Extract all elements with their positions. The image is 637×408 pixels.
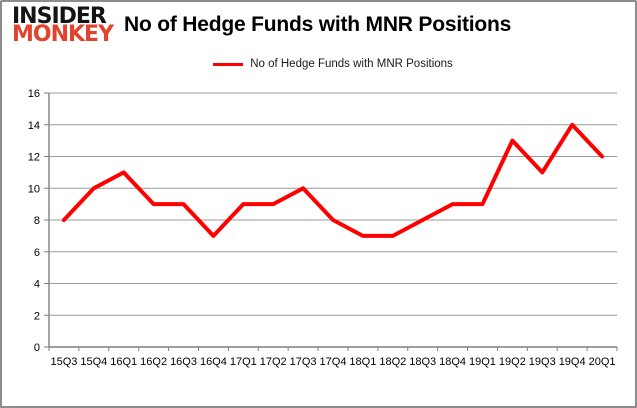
insider-monkey-logo: INSIDER MONKEY — [12, 4, 114, 47]
x-axis-label: 17Q2 — [260, 356, 287, 368]
series-line — [61, 122, 605, 238]
logo-text-insider: INSIDER — [12, 4, 107, 29]
x-axis-label: 19Q2 — [499, 356, 526, 368]
x-axis-label: 18Q1 — [349, 356, 376, 368]
y-axis-label: 16 — [28, 88, 40, 100]
legend-line-swatch — [213, 62, 244, 66]
logo-text-monkey: MONKEY — [12, 22, 114, 47]
x-axis-label: 18Q3 — [409, 356, 436, 368]
y-axis-label: 2 — [34, 310, 40, 322]
x-axis-label: 16Q4 — [200, 356, 227, 368]
y-axis-label: 14 — [28, 120, 40, 132]
x-axis-label: 16Q2 — [140, 356, 167, 368]
y-axis-label: 6 — [34, 247, 40, 259]
x-axis-label: 19Q3 — [529, 356, 556, 368]
y-axis-label: 12 — [28, 152, 40, 164]
y-axis-label: 4 — [34, 279, 40, 291]
y-axis-label: 10 — [28, 183, 40, 195]
legend-series-label: No of Hedge Funds with MNR Positions — [250, 58, 453, 70]
x-axis-label: 15Q3 — [50, 356, 77, 368]
x-axis-label: 19Q1 — [469, 356, 496, 368]
x-axis-label: 17Q4 — [320, 356, 347, 368]
y-axis-label: 8 — [34, 215, 40, 227]
chart-legend: No of Hedge Funds with MNR Positions — [49, 56, 617, 72]
chart-title: No of Hedge Funds with MNR Positions — [124, 13, 512, 36]
x-axis-label: 20Q1 — [589, 356, 616, 368]
x-axis-label: 19Q4 — [559, 356, 586, 368]
x-axis-label: 17Q3 — [290, 356, 317, 368]
x-axis-label: 18Q2 — [379, 356, 406, 368]
x-axis-label: 18Q4 — [439, 356, 466, 368]
x-axis-label: 17Q1 — [230, 356, 257, 368]
x-axis-label: 15Q4 — [80, 356, 107, 368]
x-axis-label: 16Q1 — [110, 356, 137, 368]
y-axis-label: 0 — [34, 342, 40, 354]
x-axis-label: 16Q3 — [170, 356, 197, 368]
